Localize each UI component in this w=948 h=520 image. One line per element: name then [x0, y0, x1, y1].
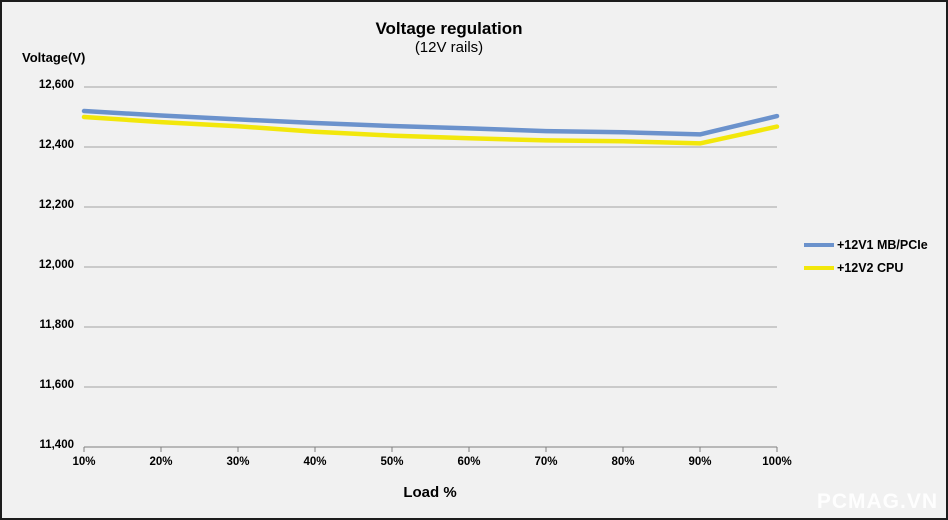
chart-subtitle: (12V rails): [414, 39, 484, 57]
x-tick-label: 60%: [457, 456, 481, 468]
x-tick-label: 20%: [149, 456, 173, 468]
watermark: PCMAG.VN: [816, 490, 938, 513]
y-tick-label: 12,200: [38, 199, 74, 211]
chart-title-block: Voltage regulation (12V rails): [2, 18, 896, 58]
x-tick-label: 80%: [611, 456, 635, 468]
y-tick-label: 11,400: [39, 439, 74, 451]
y-tick-label: 11,800: [39, 319, 74, 331]
legend-item-0: +12V1 MB/PCIe: [804, 238, 928, 252]
x-tick-label: 70%: [534, 456, 558, 468]
chart-title: Voltage regulation: [375, 19, 523, 38]
x-tick-label: 90%: [688, 456, 712, 468]
series-line-0: [81, 108, 780, 137]
legend-item-1: +12V2 CPU: [804, 261, 928, 275]
y-axis-title: Voltage(V): [22, 50, 86, 65]
legend-line-swatch: [804, 266, 834, 270]
chart-legend: +12V1 MB/PCIe +12V2 CPU: [804, 238, 928, 275]
y-tick-label: 12,000: [38, 259, 74, 271]
x-tick-label: 50%: [380, 456, 404, 468]
y-tick-label: 12,400: [38, 139, 74, 151]
x-tick-label: 100%: [762, 456, 792, 468]
x-tick-label: 40%: [303, 456, 327, 468]
legend-label: +12V2 CPU: [837, 261, 904, 275]
x-axis-title: Load %: [403, 484, 457, 501]
y-tick-label: 11,600: [39, 379, 74, 391]
legend-line-swatch: [804, 243, 834, 247]
x-tick-label: 30%: [226, 456, 250, 468]
legend-label: +12V1 MB/PCIe: [837, 238, 928, 252]
y-tick-label: 12,600: [38, 79, 74, 91]
x-tick-label: 10%: [72, 456, 96, 468]
series-line-1: [81, 114, 780, 146]
